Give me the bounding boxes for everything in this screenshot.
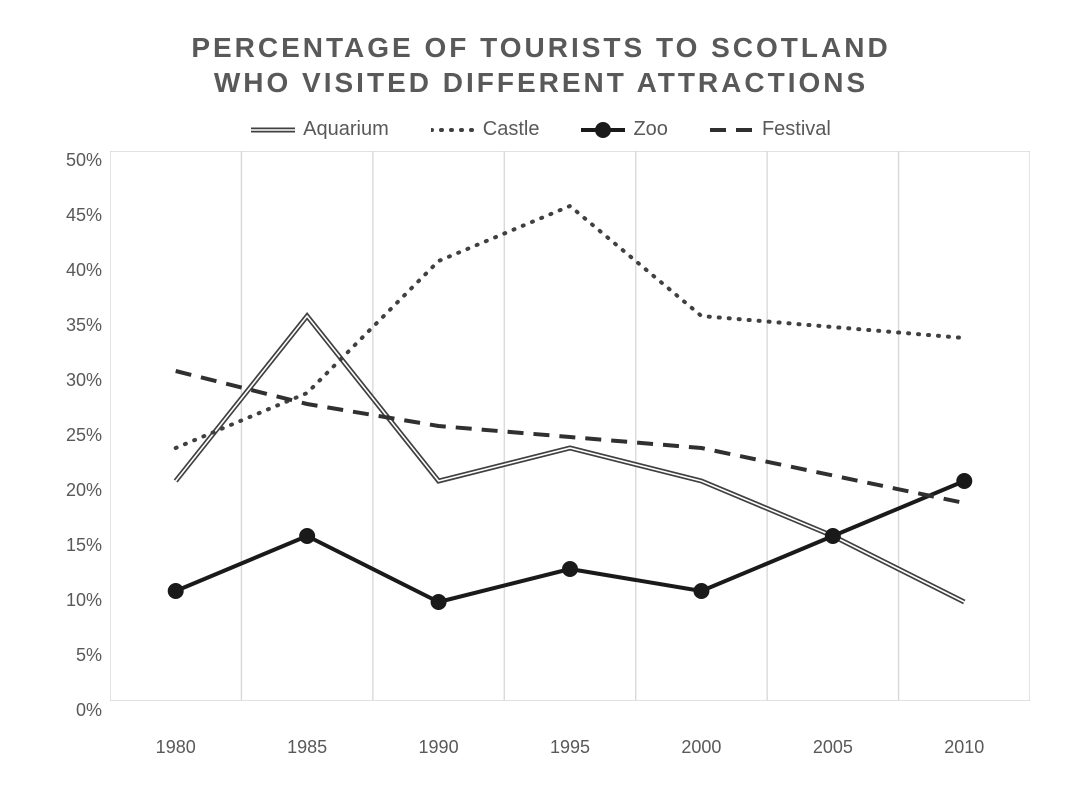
chart-container: PERCENTAGE OF TOURISTS TO SCOTLAND WHO V…	[0, 0, 1082, 798]
x-tick-label: 1985	[287, 737, 327, 758]
chart-title: PERCENTAGE OF TOURISTS TO SCOTLAND WHO V…	[40, 30, 1042, 100]
legend-label: Castle	[483, 118, 540, 141]
x-tick-label: 1990	[419, 737, 459, 758]
title-line-2: WHO VISITED DIFFERENT ATTRACTIONS	[40, 65, 1042, 100]
title-line-1: PERCENTAGE OF TOURISTS TO SCOTLAND	[40, 30, 1042, 65]
legend-item-zoo: Zoo	[581, 118, 667, 141]
legend-label: Festival	[762, 118, 831, 141]
x-tick-label: 1980	[156, 737, 196, 758]
plot-area	[110, 151, 1030, 701]
x-tick-label: 2000	[681, 737, 721, 758]
x-tick-label: 1995	[550, 737, 590, 758]
x-tick-label: 2005	[813, 737, 853, 758]
legend-swatch-icon	[251, 120, 295, 140]
legend: Aquarium Castle Zoo Festival	[40, 118, 1042, 141]
legend-swatch-icon	[710, 120, 754, 140]
y-axis: 50%45%40%35%30%25%20%15%10%5%0%	[40, 151, 102, 701]
legend-label: Zoo	[633, 118, 667, 141]
legend-swatch-icon	[431, 120, 475, 140]
x-tick-label: 2010	[944, 737, 984, 758]
legend-item-festival: Festival	[710, 118, 831, 141]
chart-area: 50%45%40%35%30%25%20%15%10%5%0% 19801985…	[40, 151, 1042, 701]
legend-item-castle: Castle	[431, 118, 540, 141]
legend-swatch-icon	[581, 120, 625, 140]
legend-item-aquarium: Aquarium	[251, 118, 389, 141]
legend-label: Aquarium	[303, 118, 389, 141]
